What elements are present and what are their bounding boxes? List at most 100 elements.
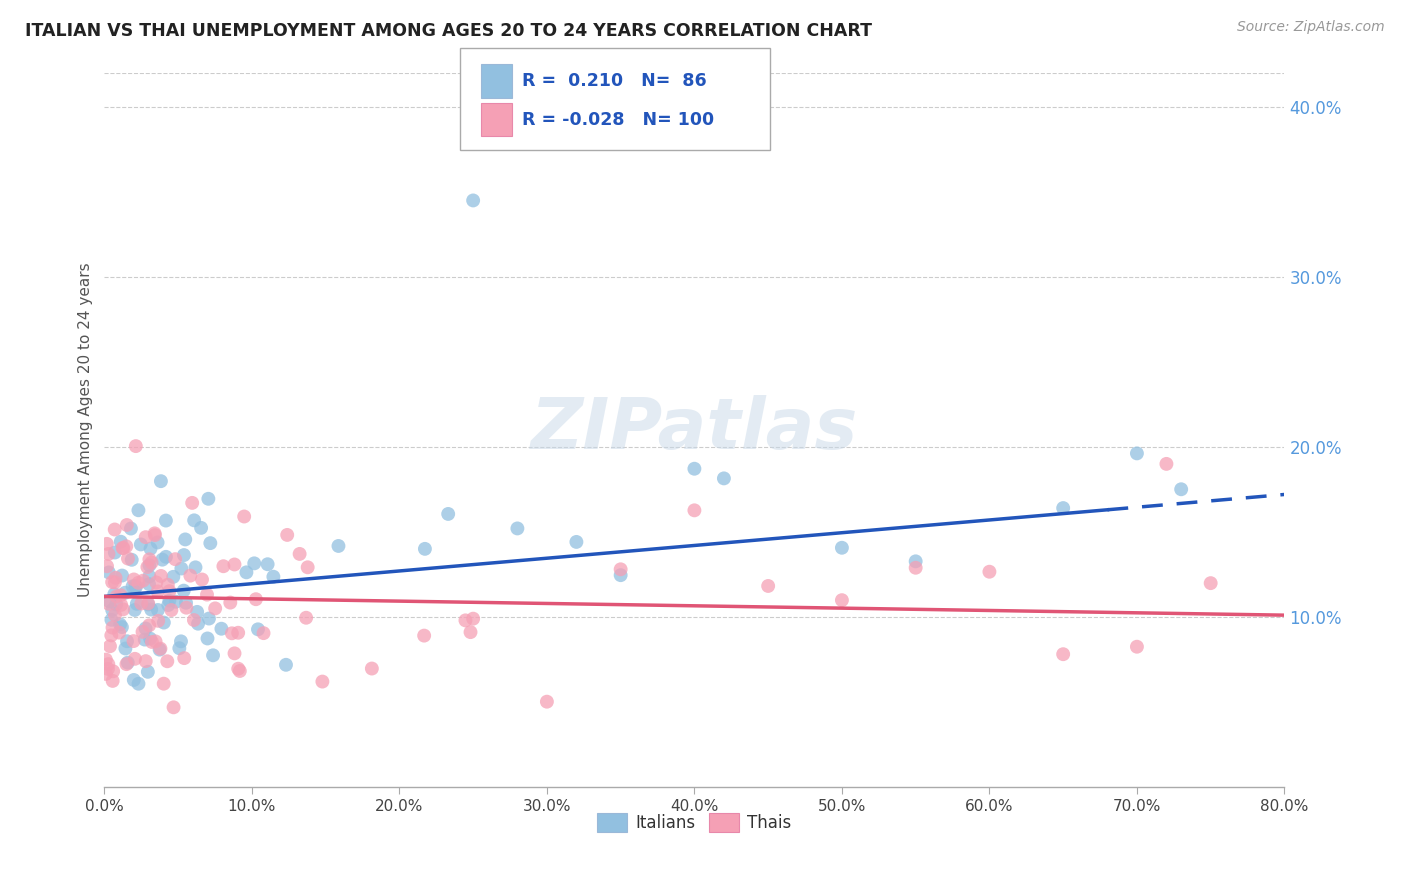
Thais [105, 590, 128, 604]
Thais [136, 560, 159, 574]
Italians [138, 558, 160, 573]
Thais [112, 602, 135, 616]
Thais [156, 578, 179, 592]
Thais [101, 575, 124, 590]
Italians [202, 648, 225, 663]
Thais [101, 621, 124, 635]
Italians [127, 677, 149, 691]
Legend: Italians, Thais: Italians, Thais [591, 806, 799, 839]
Italians [256, 558, 278, 572]
Thais [149, 641, 172, 656]
Thais [96, 559, 118, 574]
Thais [226, 625, 249, 640]
Thais [311, 674, 333, 689]
Text: Source: ZipAtlas.com: Source: ZipAtlas.com [1237, 20, 1385, 34]
Thais [413, 629, 436, 643]
Italians [146, 603, 169, 617]
Italians [120, 522, 142, 536]
Thais [831, 593, 853, 607]
Thais [152, 676, 174, 690]
Thais [295, 611, 318, 625]
Thais [233, 509, 256, 524]
Thais [124, 652, 146, 666]
Thais [143, 528, 166, 542]
Italians [100, 613, 122, 627]
Thais [156, 654, 179, 668]
Italians [183, 513, 205, 527]
Italians [1052, 501, 1074, 516]
Thais [97, 597, 120, 611]
Italians [157, 593, 180, 607]
Thais [110, 598, 132, 612]
Text: R =  0.210   N=  86: R = 0.210 N= 86 [522, 72, 706, 90]
Thais [463, 612, 485, 626]
Italians [122, 673, 145, 687]
Thais [204, 601, 226, 615]
Thais [117, 551, 139, 566]
Italians [141, 602, 163, 616]
Italians [149, 642, 172, 657]
Italians [262, 570, 284, 584]
Italians [155, 549, 177, 564]
Italians [146, 535, 169, 549]
Y-axis label: Unemployment Among Ages 20 to 24 years: Unemployment Among Ages 20 to 24 years [79, 262, 93, 598]
Thais [173, 651, 195, 665]
Italians [463, 194, 485, 208]
Italians [187, 616, 209, 631]
Italians [197, 632, 219, 646]
Thais [454, 613, 477, 627]
Thais [100, 628, 122, 642]
Italians [155, 514, 177, 528]
Thais [135, 530, 157, 544]
Italians [110, 534, 132, 549]
Thais [141, 635, 163, 649]
Thais [136, 596, 159, 610]
Thais [176, 600, 198, 615]
Thais [224, 558, 246, 572]
Italians [506, 521, 529, 535]
Italians [139, 541, 162, 556]
Thais [1126, 640, 1149, 654]
Italians [437, 507, 460, 521]
Italians [127, 503, 149, 517]
Italians [831, 541, 853, 555]
Thais [110, 588, 132, 602]
Thais [138, 552, 160, 566]
Italians [198, 611, 221, 625]
Thais [183, 613, 205, 627]
Thais [1199, 576, 1222, 591]
Thais [191, 573, 214, 587]
Italians [173, 583, 195, 598]
Text: ITALIAN VS THAI UNEMPLOYMENT AMONG AGES 20 TO 24 YEARS CORRELATION CHART: ITALIAN VS THAI UNEMPLOYMENT AMONG AGES … [25, 22, 872, 40]
Italians [153, 615, 176, 630]
Thais [212, 559, 235, 574]
Thais [165, 552, 187, 566]
Italians [136, 598, 159, 612]
Thais [756, 579, 779, 593]
Italians [105, 598, 128, 612]
Thais [97, 662, 120, 676]
Italians [98, 594, 121, 608]
Italians [138, 577, 160, 591]
Thais [108, 625, 131, 640]
Italians [108, 617, 131, 632]
Thais [904, 560, 927, 574]
Thais [97, 657, 120, 672]
Thais [138, 618, 160, 632]
Thais [135, 654, 157, 668]
Thais [104, 571, 127, 585]
Italians [565, 535, 588, 549]
Italians [209, 622, 232, 636]
Italians [135, 622, 157, 636]
Italians [243, 557, 266, 571]
Thais [609, 562, 631, 576]
Thais [145, 634, 167, 648]
Italians [121, 553, 143, 567]
Thais [224, 646, 246, 660]
Thais [115, 518, 138, 533]
Thais [1156, 457, 1178, 471]
Thais [536, 695, 558, 709]
Italians [174, 596, 197, 610]
Italians [125, 580, 148, 594]
Italians [200, 536, 222, 550]
